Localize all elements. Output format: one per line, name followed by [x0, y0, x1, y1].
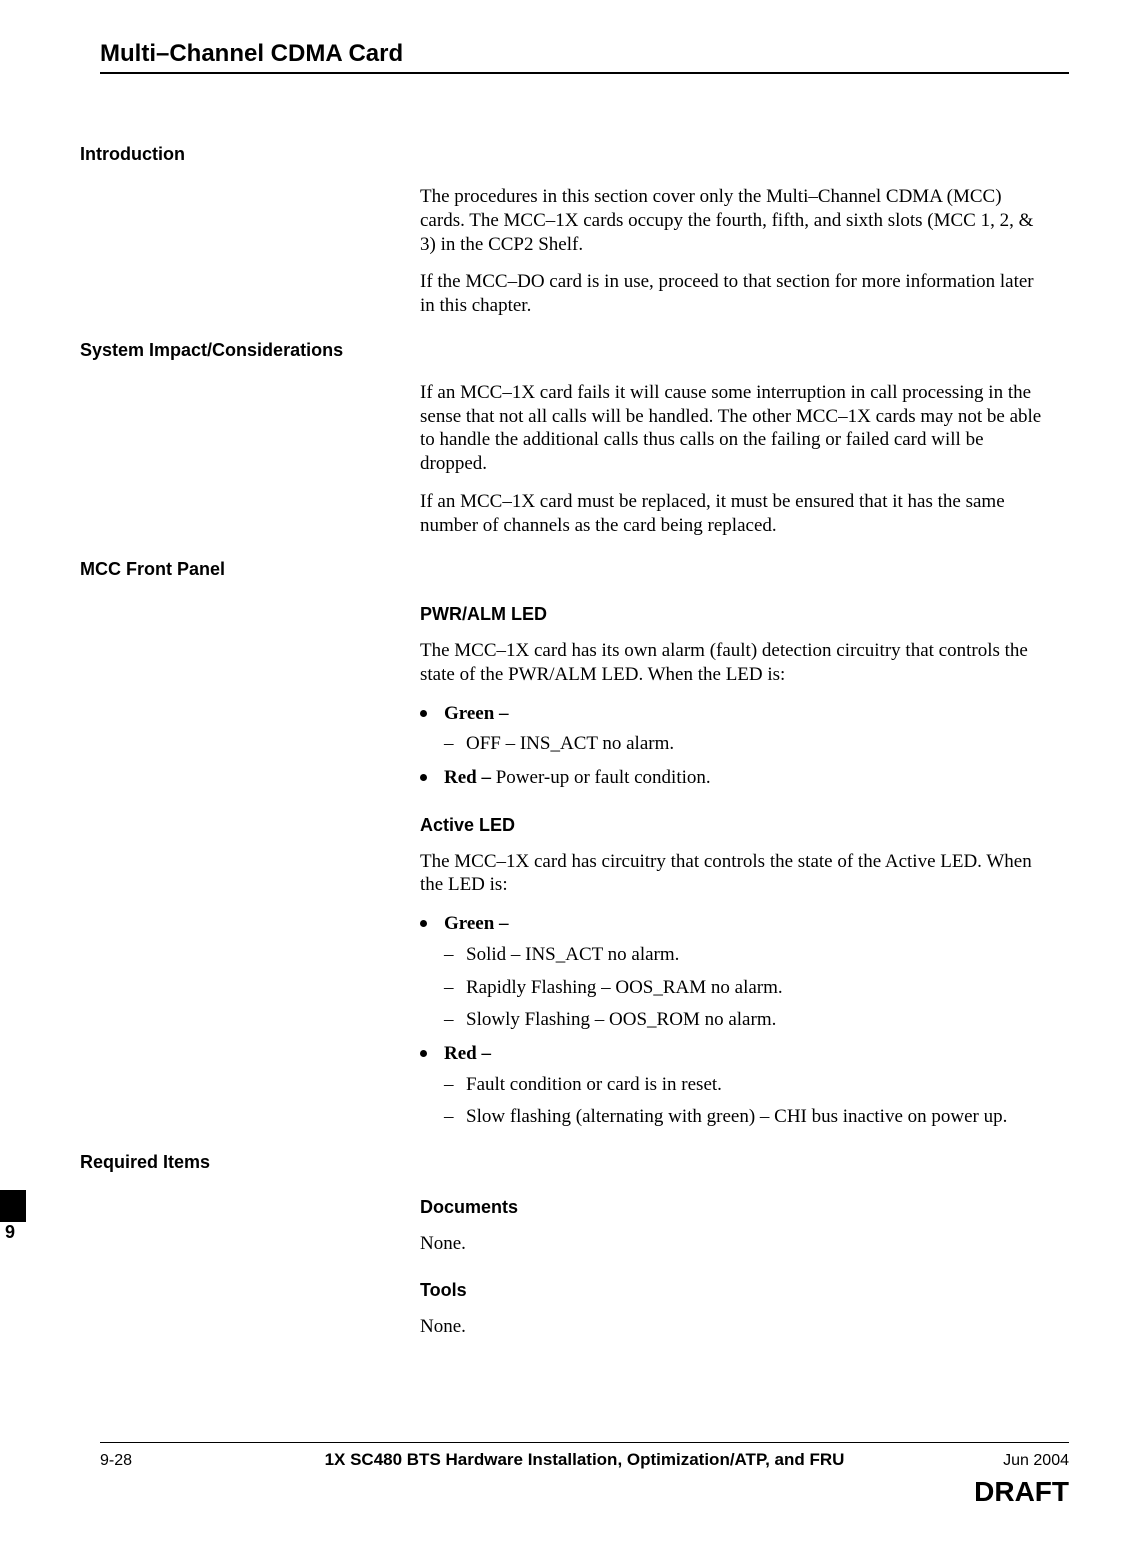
- active-green-sublist: Solid – INS_ACT no alarm. Rapidly Flashi…: [444, 943, 1050, 1033]
- sub-active-led: Active LED: [420, 815, 1069, 836]
- draft-watermark: DRAFT: [974, 1476, 1069, 1508]
- list-item: Slowly Flashing – OOS_ROM no alarm.: [444, 1008, 1050, 1033]
- impact-p2: If an MCC–1X card must be replaced, it m…: [420, 490, 1050, 538]
- pwr-alm-intro: The MCC–1X card has its own alarm (fault…: [420, 639, 1050, 687]
- tools-value: None.: [420, 1315, 1050, 1339]
- footer-doc-title: 1X SC480 BTS Hardware Installation, Opti…: [240, 1450, 929, 1470]
- pwr-alm-list: Green – OFF – INS_ACT no alarm. Red – Po…: [420, 701, 1050, 791]
- section-impact: System Impact/Considerations: [80, 340, 1069, 361]
- documents-value: None.: [420, 1232, 1050, 1256]
- pwr-alm-red-label: Red –: [444, 767, 496, 788]
- list-item: Solid – INS_ACT no alarm.: [444, 943, 1050, 968]
- section-introduction: Introduction: [80, 144, 1069, 165]
- active-green-item: Green – Solid – INS_ACT no alarm. Rapidl…: [420, 911, 1050, 1033]
- pwr-alm-green-label: Green –: [444, 703, 509, 724]
- impact-body: If an MCC–1X card fails it will cause so…: [420, 381, 1069, 538]
- sub-documents: Documents: [420, 1197, 1069, 1218]
- chapter-number: 9: [5, 1222, 15, 1243]
- footer-date: Jun 2004: [929, 1452, 1069, 1470]
- list-item: Fault condition or card is in reset.: [444, 1073, 1050, 1098]
- title-rule: [100, 72, 1069, 74]
- list-item: Slow flashing (alternating with green) –…: [444, 1105, 1050, 1130]
- impact-p1: If an MCC–1X card fails it will cause so…: [420, 381, 1050, 476]
- content-area: Introduction The procedures in this sect…: [80, 144, 1069, 1338]
- footer: 9-28 1X SC480 BTS Hardware Installation,…: [100, 1450, 1069, 1470]
- active-red-label: Red –: [444, 1043, 491, 1064]
- sub-tools: Tools: [420, 1280, 1069, 1301]
- page-title: Multi–Channel CDMA Card: [100, 40, 1069, 68]
- list-item: Rapidly Flashing – OOS_RAM no alarm.: [444, 976, 1050, 1001]
- chapter-tab: [0, 1190, 26, 1222]
- required-body: Documents None. Tools None.: [420, 1197, 1069, 1339]
- panel-body: PWR/ALM LED The MCC–1X card has its own …: [420, 604, 1069, 1130]
- footer-rule: [100, 1442, 1069, 1443]
- intro-body: The procedures in this section cover onl…: [420, 185, 1069, 318]
- intro-p2: If the MCC–DO card is in use, proceed to…: [420, 270, 1050, 318]
- intro-p1: The procedures in this section cover onl…: [420, 185, 1050, 256]
- pwr-alm-red-text: Power-up or fault condition.: [496, 767, 711, 788]
- pwr-alm-green-item: Green – OFF – INS_ACT no alarm.: [420, 701, 1050, 757]
- active-green-label: Green –: [444, 913, 509, 934]
- sub-pwr-alm-led: PWR/ALM LED: [420, 604, 1069, 625]
- pwr-alm-green-sublist: OFF – INS_ACT no alarm.: [444, 732, 1050, 757]
- section-required-items: Required Items: [80, 1152, 1069, 1173]
- pwr-alm-red-item: Red – Power-up or fault condition.: [420, 765, 1050, 791]
- active-intro: The MCC–1X card has circuitry that contr…: [420, 850, 1050, 898]
- section-mcc-front-panel: MCC Front Panel: [80, 559, 1069, 580]
- active-red-item: Red – Fault condition or card is in rese…: [420, 1041, 1050, 1130]
- active-red-sublist: Fault condition or card is in reset. Slo…: [444, 1073, 1050, 1130]
- footer-page-number: 9-28: [100, 1452, 240, 1470]
- active-list: Green – Solid – INS_ACT no alarm. Rapidl…: [420, 911, 1050, 1130]
- list-item: OFF – INS_ACT no alarm.: [444, 732, 1050, 757]
